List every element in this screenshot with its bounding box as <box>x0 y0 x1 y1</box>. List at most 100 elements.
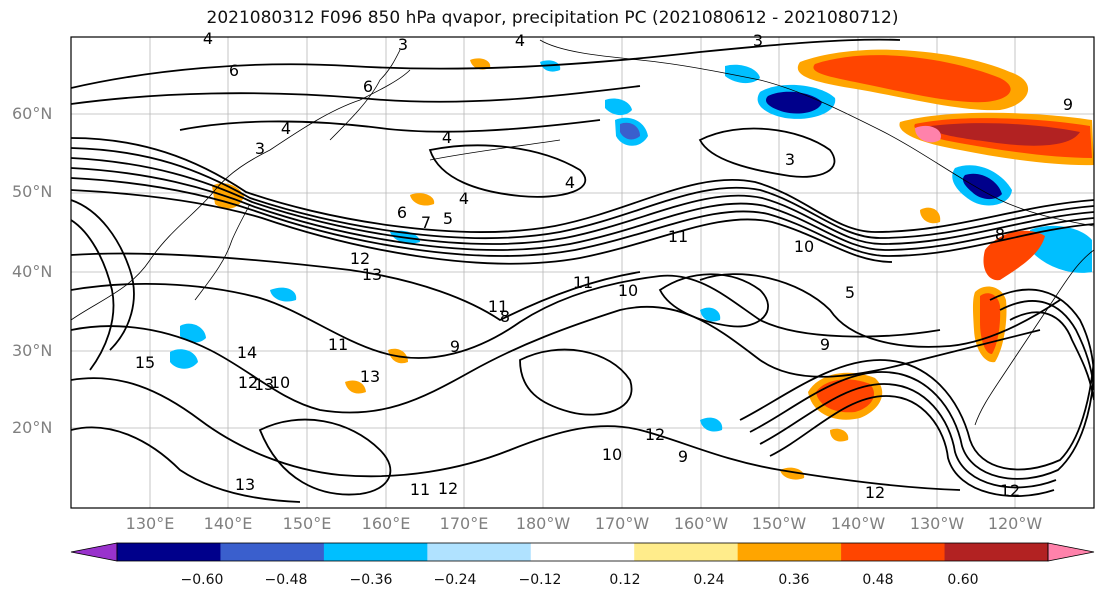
contour-value-label: 12 <box>438 479 458 498</box>
contour-value-label: 11 <box>668 227 688 246</box>
contour-line <box>698 127 836 178</box>
coastline-kamchatka <box>329 49 401 141</box>
contour-line <box>71 177 1094 257</box>
colorbar-extend-low <box>70 542 118 562</box>
contour-value-label: 11 <box>410 480 430 499</box>
contour-value-label: 12 <box>1000 481 1020 500</box>
contour-line <box>428 144 587 198</box>
contour-line <box>749 371 1094 480</box>
contour-value-label: 3 <box>255 139 265 158</box>
lon-label: 160°W <box>673 514 729 533</box>
negative-anomaly-region <box>700 307 721 322</box>
contour-line <box>71 85 641 105</box>
lon-label: 170°W <box>594 514 650 533</box>
positive-anomaly-region <box>915 125 941 143</box>
contour-value-label: 5 <box>443 209 453 228</box>
colorbar-tick-label: 0.12 <box>609 572 641 588</box>
colorbar-tick-label: −0.60 <box>180 572 224 588</box>
contour-value-label: 4 <box>442 128 452 147</box>
contour-value-label: 13 <box>362 265 382 284</box>
colorbar-tick-label: −0.12 <box>518 572 562 588</box>
contour-value-label: 4 <box>515 31 525 50</box>
negative-anomaly-region <box>270 287 297 302</box>
contour-line <box>71 377 961 491</box>
contour-line <box>739 359 1094 471</box>
contour-value-label: 12 <box>238 373 258 392</box>
colorbar-tick-label: −0.36 <box>349 572 393 588</box>
contour-line <box>71 189 893 265</box>
negative-anomaly-region <box>962 173 1002 200</box>
contour-value-label: 4 <box>281 119 291 138</box>
contour-value-label: 10 <box>602 445 622 464</box>
contour-line <box>759 383 1057 489</box>
colorbar-segment <box>737 543 842 561</box>
lon-label: 130°W <box>909 514 965 533</box>
lat-label: 20°N <box>12 418 53 437</box>
positive-anomaly-region <box>470 58 491 70</box>
contour-value-label: 11 <box>573 273 593 292</box>
contour-value-label: 11 <box>488 297 508 316</box>
contour-value-label: 12 <box>865 483 885 502</box>
coastline-japan <box>194 203 251 301</box>
negative-anomaly-region <box>170 349 198 369</box>
contour-line <box>71 167 1094 251</box>
positive-anomaly-region <box>345 380 366 394</box>
contour-value-label: 3 <box>753 31 763 50</box>
contour-line <box>769 395 1055 497</box>
contour-value-label: 6 <box>363 77 373 96</box>
positive-anomaly-region <box>813 55 1011 103</box>
negative-anomaly-region <box>620 122 640 140</box>
colorbar <box>70 542 1095 562</box>
contour-line <box>658 273 769 328</box>
coastline-asia <box>71 69 411 321</box>
lon-label: 150°E <box>282 514 332 533</box>
contour-value-label: 6 <box>397 203 407 222</box>
colorbar-segment <box>841 543 946 561</box>
colorbar-tick-label: 0.48 <box>862 572 894 588</box>
qvapor-contours <box>71 38 1094 503</box>
contour-value-label: 4 <box>459 189 469 208</box>
contour-value-label: 13 <box>235 475 255 494</box>
lon-label: 170°E <box>439 514 489 533</box>
colorbar-segment <box>634 543 739 561</box>
contour-line <box>71 147 1094 239</box>
map-title: 2021080312 F096 850 hPa qvapor, precipit… <box>206 8 899 28</box>
colorbar-extend-high <box>1047 542 1095 562</box>
contour-value-label: 10 <box>794 237 814 256</box>
lon-label: 140°W <box>830 514 886 533</box>
negative-anomaly-region <box>1030 225 1092 273</box>
contour-value-label: 3 <box>785 150 795 169</box>
positive-anomaly-region <box>983 230 1045 281</box>
contour-value-label: 10 <box>618 281 638 300</box>
contour-value-label: 4 <box>203 29 213 48</box>
lat-label: 60°N <box>12 104 53 123</box>
contour-line <box>71 219 115 371</box>
contour-line <box>999 300 1094 391</box>
negative-anomaly-region <box>700 417 723 432</box>
contour-line <box>71 38 901 89</box>
colorbar-tick-label: −0.48 <box>264 572 308 588</box>
contour-value-label: 11 <box>328 335 348 354</box>
negative-anomaly-region <box>605 98 632 116</box>
colorbar-segment <box>117 543 221 561</box>
contour-line <box>71 252 641 322</box>
contour-value-label: 5 <box>845 283 855 302</box>
contour-value-label: 9 <box>678 447 688 466</box>
colorbar-segment <box>220 543 325 561</box>
lon-label: 180°W <box>515 514 571 533</box>
map-background <box>71 37 1094 508</box>
contour-value-label: 8 <box>500 307 510 326</box>
negative-anomaly-region <box>765 91 822 114</box>
colorbar-segment <box>944 543 1049 561</box>
lat-label: 40°N <box>12 262 53 281</box>
contour-line <box>179 119 601 133</box>
map-border <box>70 36 1095 509</box>
contour-line <box>699 273 1061 348</box>
positive-anomaly-region <box>830 428 849 442</box>
contour-value-label: 14 <box>237 343 257 362</box>
coastlines <box>71 39 1094 426</box>
contour-value-label: 10 <box>270 373 290 392</box>
colorbar-tick-label: −0.24 <box>433 572 477 588</box>
colorbar-tick-label: 0.60 <box>947 572 979 588</box>
